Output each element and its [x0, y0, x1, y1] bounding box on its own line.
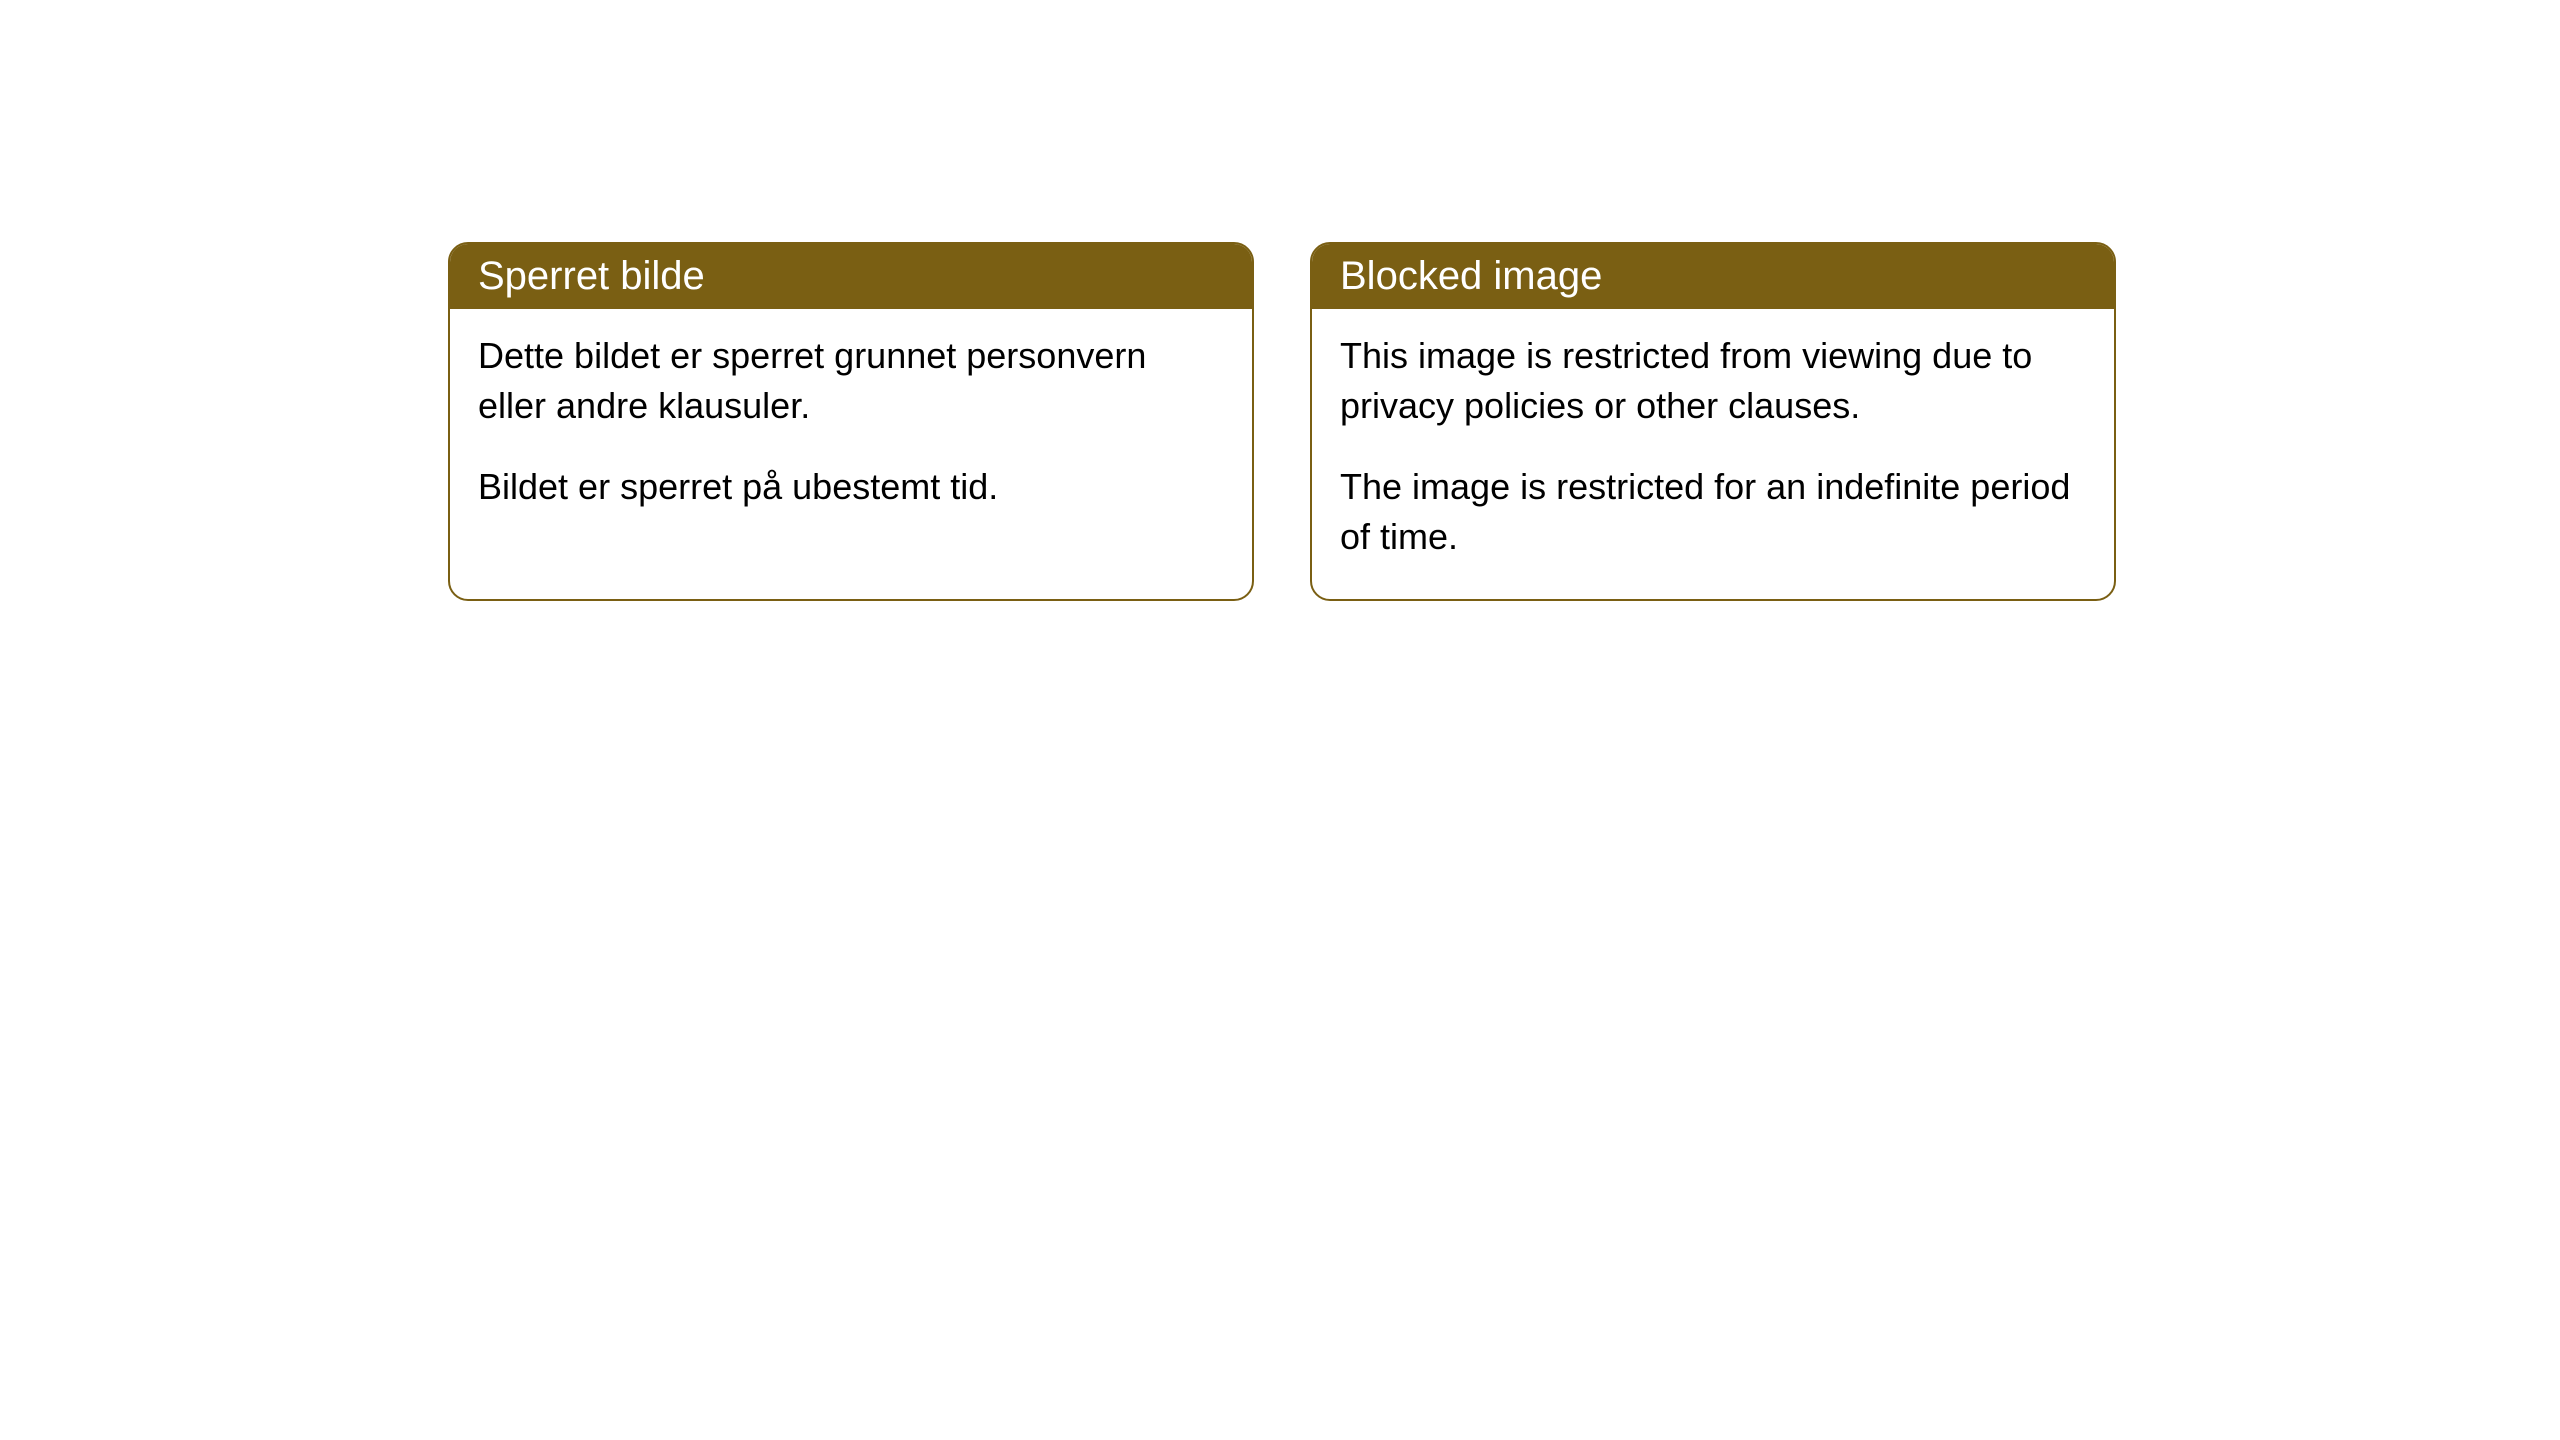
- blocked-image-card-english: Blocked image This image is restricted f…: [1310, 242, 2116, 601]
- card-text-line-1: This image is restricted from viewing du…: [1340, 331, 2086, 432]
- card-header: Sperret bilde: [450, 244, 1252, 309]
- card-header: Blocked image: [1312, 244, 2114, 309]
- card-text-line-1: Dette bildet er sperret grunnet personve…: [478, 331, 1224, 432]
- card-title: Sperret bilde: [478, 254, 705, 298]
- card-text-line-2: The image is restricted for an indefinit…: [1340, 462, 2086, 563]
- card-text-line-2: Bildet er sperret på ubestemt tid.: [478, 462, 1224, 512]
- card-body: This image is restricted from viewing du…: [1312, 309, 2114, 599]
- notice-cards-container: Sperret bilde Dette bildet er sperret gr…: [448, 242, 2116, 601]
- card-body: Dette bildet er sperret grunnet personve…: [450, 309, 1252, 548]
- card-title: Blocked image: [1340, 254, 1602, 298]
- blocked-image-card-norwegian: Sperret bilde Dette bildet er sperret gr…: [448, 242, 1254, 601]
